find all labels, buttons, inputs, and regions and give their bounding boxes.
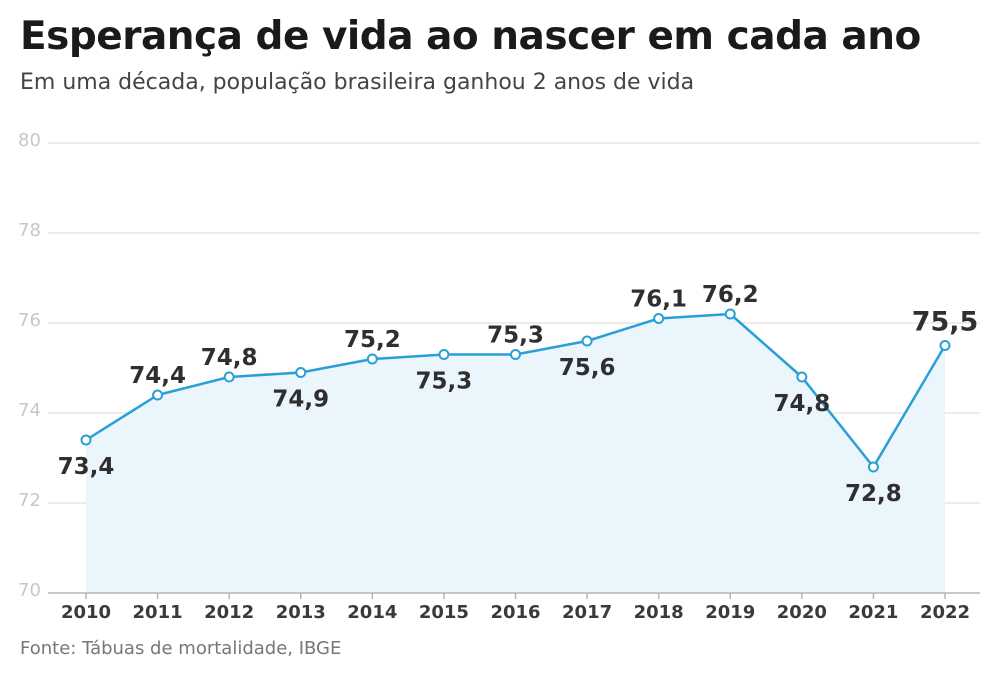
y-tick-label-80: 80 bbox=[18, 130, 41, 151]
x-tick-label-2019: 2019 bbox=[705, 602, 755, 623]
x-tick-label-2016: 2016 bbox=[490, 602, 540, 623]
chart-subtitle: Em uma década, população brasileira ganh… bbox=[20, 70, 695, 95]
x-tick-label-2018: 2018 bbox=[634, 602, 684, 623]
chart-title: Esperança de vida ao nascer em cada ano bbox=[20, 14, 921, 59]
data-label-2019: 76,2 bbox=[702, 282, 759, 308]
data-point-2016 bbox=[510, 349, 521, 360]
data-label-2016: 75,3 bbox=[487, 323, 544, 349]
y-tick-label-78: 78 bbox=[18, 220, 41, 241]
data-point-2012 bbox=[223, 371, 235, 383]
data-label-2010: 73,4 bbox=[58, 454, 115, 480]
data-label-2011: 74,4 bbox=[129, 363, 186, 389]
data-point-2011 bbox=[152, 389, 164, 401]
source-note: Fonte: Tábuas de mortalidade, IBGE bbox=[20, 638, 342, 659]
x-tick-label-2022: 2022 bbox=[920, 602, 970, 623]
data-label-2012: 74,8 bbox=[201, 345, 258, 371]
data-point-2020 bbox=[796, 371, 808, 383]
y-tick-label-74: 74 bbox=[18, 400, 41, 421]
data-point-2018 bbox=[653, 313, 665, 324]
data-label-2020: 74,8 bbox=[773, 391, 830, 417]
y-tick-label-76: 76 bbox=[18, 310, 41, 331]
x-tick-label-2015: 2015 bbox=[419, 602, 469, 623]
data-label-2013: 74,9 bbox=[272, 387, 329, 413]
data-label-2014: 75,2 bbox=[344, 327, 401, 353]
data-label-2017: 75,6 bbox=[559, 355, 616, 381]
data-point-2010 bbox=[80, 434, 92, 446]
data-point-2013 bbox=[295, 367, 307, 378]
area-fill bbox=[86, 314, 945, 593]
data-point-2021 bbox=[867, 461, 879, 473]
data-point-2015 bbox=[438, 349, 450, 360]
x-tick-label-2010: 2010 bbox=[61, 602, 111, 623]
data-label-2021: 72,8 bbox=[845, 481, 902, 507]
data-point-2014 bbox=[366, 353, 378, 365]
data-label-2018: 76,1 bbox=[630, 287, 687, 313]
data-point-2022 bbox=[939, 340, 951, 351]
x-tick-label-2014: 2014 bbox=[347, 602, 397, 623]
x-tick-label-2011: 2011 bbox=[133, 602, 183, 623]
y-tick-label-70: 70 bbox=[18, 580, 41, 601]
x-tick-label-2013: 2013 bbox=[276, 602, 326, 623]
data-label-2015: 75,3 bbox=[416, 369, 473, 395]
data-point-2017 bbox=[581, 335, 593, 347]
x-tick-label-2017: 2017 bbox=[562, 602, 612, 623]
x-tick-label-2021: 2021 bbox=[848, 602, 898, 623]
data-point-2019 bbox=[724, 308, 736, 320]
x-tick-label-2020: 2020 bbox=[777, 602, 827, 623]
x-tick-label-2012: 2012 bbox=[204, 602, 254, 623]
y-tick-label-72: 72 bbox=[18, 490, 41, 511]
data-label-2022: 75,5 bbox=[912, 307, 979, 338]
